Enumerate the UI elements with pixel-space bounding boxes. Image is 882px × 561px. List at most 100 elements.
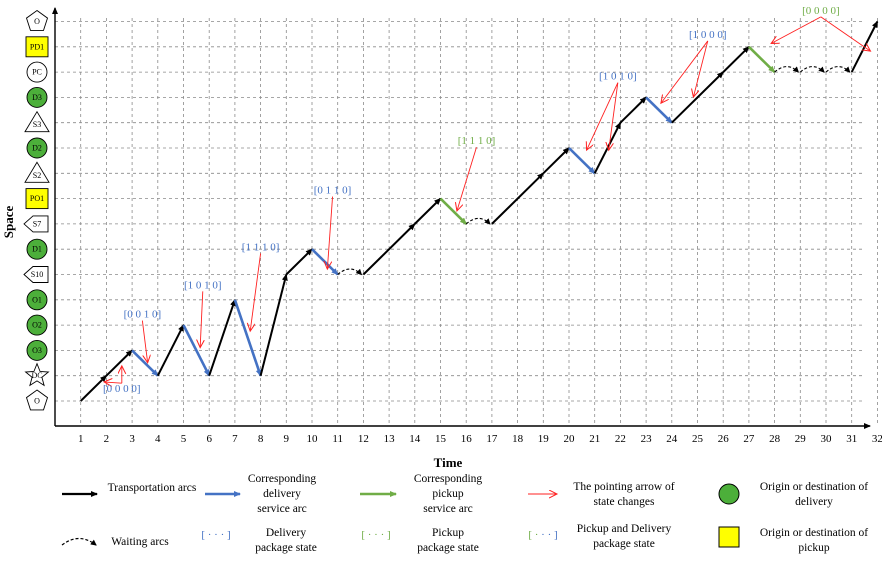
node-pc-13: PC [26, 61, 48, 83]
delivery-arc-4 [182, 324, 211, 377]
legend-pickup-state: [ · · · ] Pickup package state [361, 527, 478, 554]
node-po1-8: PO1 [25, 188, 49, 210]
state-change-pointer-7-0 [662, 40, 709, 103]
state-change-pointer-8-1 [820, 16, 870, 51]
node-s2-9: S2 [24, 161, 50, 183]
legend-delivery-arc-line2: delivery [263, 488, 301, 500]
node-label: O2 [32, 321, 42, 330]
x-tick-label-26: 26 [718, 433, 730, 445]
state-label-text: [0 0 0 0] [802, 5, 840, 17]
transport-arc-3 [156, 324, 185, 377]
x-tick-label-23: 23 [641, 433, 653, 445]
state-label-text: [0 0 0 0] [103, 383, 141, 395]
legend-delivery-arc-line3: service arc [257, 503, 306, 515]
state-label-text: [1 0 0 0] [689, 29, 727, 41]
state-label-3: [1 1 1 0] [242, 241, 280, 330]
x-tick-label-30: 30 [821, 433, 833, 445]
node-d1-6: D1 [26, 238, 48, 260]
legend-pickup-state-line2: package state [417, 542, 479, 554]
state-label-text: [1 0 1 0] [599, 71, 637, 83]
x-tick-label-4: 4 [155, 433, 161, 445]
legend-delivery-state: [ · · · ] Delivery package state [201, 527, 316, 554]
node-label: DC [31, 371, 42, 380]
axes: 1 2 3 4 5 6 7 8 9 10 11 12 13 14 15 16 17 18 19 20 21 22 23 24 2… [52, 7, 882, 445]
legend-pointer-line1: The pointing arrow of [573, 481, 674, 493]
legend-pointer: The pointing arrow of state changes [528, 481, 675, 508]
transport-arc-12 [414, 197, 442, 225]
state-labels: [0 0 0 0] [0 0 1 0] [1 0 1 0] [1 1 1 0] [0 1… [103, 5, 870, 395]
legend-pickup-arc-line3: service arc [423, 503, 472, 515]
delivery-arc-9 [311, 248, 339, 276]
node-label: PD1 [30, 42, 44, 51]
node-label: O1 [32, 295, 42, 304]
transport-arc-1 [105, 349, 133, 377]
legend-both-state-line2: package state [593, 538, 655, 550]
x-tick-label-18: 18 [512, 433, 524, 445]
x-tick-label-3: 3 [129, 433, 135, 445]
legend-pickup-arc-line1: Corresponding [414, 473, 483, 485]
legend-both-state: [ · · · ] Pickup and Delivery package st… [528, 523, 671, 550]
node-label: O [34, 397, 40, 406]
legend-delivery-node-line1: Origin or destination of [760, 481, 868, 493]
node-label: S2 [33, 171, 41, 180]
state-change-pointer-5-0 [457, 147, 477, 210]
waiting-arc-10 [337, 268, 363, 276]
legend-transport: Transportation arcs [62, 482, 197, 497]
transport-arc-8 [285, 248, 313, 276]
node-s10-5: S10 [23, 266, 49, 283]
state-label-text: [1 1 1 0] [458, 135, 496, 147]
x-tick-label-13: 13 [384, 433, 396, 445]
state-label-8: [0 0 0 0] [772, 5, 870, 51]
delivery-arc-20 [645, 96, 673, 124]
state-label-2: [1 0 1 0] [184, 279, 222, 346]
node-label: D3 [32, 93, 42, 102]
x-tick-label-22: 22 [615, 433, 626, 445]
node-label: S3 [33, 120, 41, 129]
x-tick-label-29: 29 [795, 433, 807, 445]
state-label-0: [0 0 0 0] [103, 367, 141, 395]
transport-arc-16 [542, 147, 570, 175]
space-nodes: O PD1 PC D3 S3 D2 S2 PO1 S7 D1 S10 O1 O2 O3 DC O [23, 9, 50, 411]
waiting-arc-24 [774, 66, 800, 73]
x-tick-label-32: 32 [872, 433, 882, 445]
node-o1-4: O1 [26, 289, 48, 311]
x-tick-label-14: 14 [409, 433, 421, 445]
state-change-pointer-6-1 [609, 82, 619, 150]
x-tick-label-7: 7 [232, 433, 238, 445]
legend-waiting-label: Waiting arcs [111, 536, 169, 548]
legend-delivery-node-line2: delivery [795, 496, 833, 508]
node-s7-7: S7 [23, 215, 49, 233]
node-label: S10 [31, 270, 43, 279]
legend-pickup-arc: Corresponding pickup service arc [360, 473, 482, 515]
x-tick-label-1: 1 [78, 433, 84, 445]
delivery-arc-6 [233, 299, 262, 377]
state-change-pointer-3-0 [250, 253, 262, 330]
x-tick-label-8: 8 [258, 433, 264, 445]
x-tick-label-9: 9 [284, 433, 290, 445]
node-dc-1: DC [24, 362, 50, 387]
state-change-pointer-6-0 [587, 82, 619, 150]
node-label: O [34, 17, 40, 26]
x-tick-label-25: 25 [692, 433, 704, 445]
legend-pickup-state-sample: [ · · · ] [361, 529, 390, 541]
state-change-pointer-2-0 [200, 291, 203, 346]
legend-delivery-state-sample: [ · · · ] [201, 529, 230, 541]
legend-delivery-node: Origin or destination of delivery [718, 481, 868, 508]
transport-arc-18 [593, 121, 622, 174]
legend-pickup-state-line1: Pickup [432, 527, 464, 539]
node-label: S7 [33, 219, 41, 228]
state-label-text: [1 1 1 0] [242, 241, 280, 253]
legend: Transportation arcs Corresponding delive… [61, 473, 868, 554]
x-tick-label-21: 21 [589, 433, 600, 445]
legend-waiting: Waiting arcs [61, 536, 169, 548]
state-label-6: [1 0 1 0] [587, 71, 637, 150]
legend-pickup-arc-line2: pickup [432, 488, 464, 500]
waiting-arc-14 [465, 217, 491, 225]
legend-pointer-line2: state changes [594, 496, 656, 508]
legend-both-state-line1: Pickup and Delivery [577, 523, 672, 535]
state-label-5: [1 1 1 0] [457, 135, 495, 210]
pickup-arc-23 [747, 45, 776, 74]
legend-delivery-arc-line1: Corresponding [248, 473, 317, 485]
node-s3-11: S3 [24, 110, 50, 133]
